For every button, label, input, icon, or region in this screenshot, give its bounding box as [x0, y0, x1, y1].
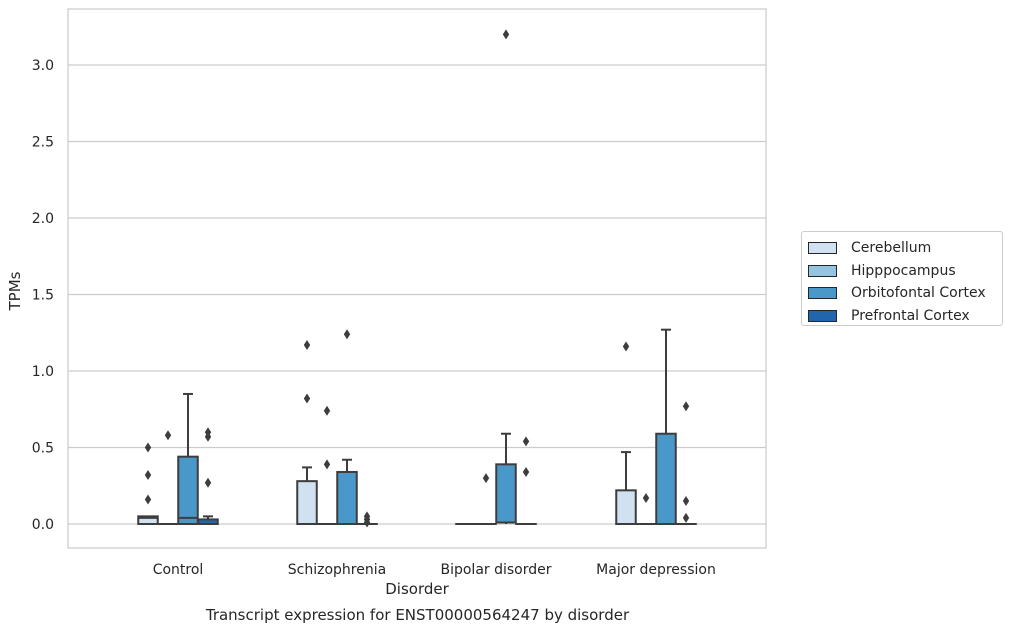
legend-item-hippocampus: Hipppocampus [808, 260, 1002, 283]
box-iqr [655, 432, 677, 526]
x-tick-label: Control [153, 562, 204, 578]
x-tick-label: Major depression [596, 562, 716, 578]
legend-item-cerebellum: Cerebellum [808, 237, 1002, 260]
outlier-point [682, 496, 690, 507]
y-axis-label: TPMs [6, 271, 24, 311]
outlier-point [303, 393, 311, 404]
outlier-point [522, 436, 530, 447]
legend-item-orbitofrontal-cortex: Orbitofontal Cortex [808, 282, 1002, 305]
outlier-point [303, 339, 311, 350]
legend: Cerebellum Hipppocampus Orbitofontal Cor… [801, 231, 1003, 326]
box-2-2 [495, 432, 517, 524]
x-axis-ticks: Control Schizophrenia Bipolar disorder Majo… [153, 562, 716, 578]
y-tick-label: 0.0 [32, 517, 54, 533]
y-tick-label: 1.5 [32, 288, 54, 304]
gridlines [68, 64, 766, 525]
legend-label: Prefrontal Cortex [851, 308, 970, 325]
legend-swatch [808, 310, 837, 323]
legend-label: Hipppocampus [851, 262, 956, 279]
legend-label: Cerebellum [851, 240, 932, 257]
outlier-point [343, 329, 351, 340]
outlier-point [164, 430, 172, 441]
outlier-point [682, 401, 690, 412]
boxes [137, 328, 697, 526]
outlier-point [144, 442, 152, 453]
box-iqr [615, 489, 637, 525]
box-3-0 [197, 515, 219, 525]
legend-label: Orbitofontal Cortex [851, 285, 986, 302]
box-0-1 [296, 466, 318, 526]
outlier-point [682, 512, 690, 523]
box-iqr [137, 515, 159, 525]
box-2-1 [336, 458, 358, 526]
outlier-point [323, 405, 331, 416]
outlier-point [323, 459, 331, 470]
y-tick-label: 2.5 [32, 135, 54, 151]
box-0-3 [615, 451, 637, 525]
outlier-point [482, 473, 490, 484]
y-tick-label: 1.0 [32, 364, 54, 380]
outlier-point [522, 466, 530, 477]
box-2-3 [655, 328, 677, 526]
y-tick-label: 0.5 [32, 441, 54, 457]
y-tick-label: 2.0 [32, 211, 54, 227]
box-iqr [495, 463, 517, 524]
legend-swatch [808, 242, 837, 255]
outliers [144, 29, 690, 528]
outlier-point [204, 431, 212, 442]
x-axis-label: Disorder [385, 580, 449, 598]
box-iqr [296, 480, 318, 526]
outlier-point [363, 517, 371, 528]
legend-item-prefrontal-cortex: Prefrontal Cortex [808, 305, 1002, 328]
outlier-point [502, 29, 510, 40]
outlier-point [144, 494, 152, 505]
outlier-point [622, 341, 630, 352]
box-iqr [336, 470, 358, 526]
plot-frame [67, 8, 767, 549]
box-0-0 [137, 515, 159, 525]
y-tick-label: 3.0 [32, 58, 54, 74]
box-2-0 [177, 392, 199, 525]
box-iqr [177, 455, 199, 525]
outlier-point [642, 492, 650, 503]
legend-swatch [808, 264, 837, 277]
outlier-point [204, 477, 212, 488]
y-axis-ticks: 0.0 0.5 1.0 1.5 2.0 2.5 3.0 [32, 58, 54, 533]
chart-title: Transcript expression for ENST0000056424… [205, 606, 630, 624]
x-tick-label: Schizophrenia [288, 562, 386, 578]
outlier-point [144, 470, 152, 481]
x-tick-label: Bipolar disorder [440, 562, 551, 578]
legend-swatch [808, 287, 837, 300]
